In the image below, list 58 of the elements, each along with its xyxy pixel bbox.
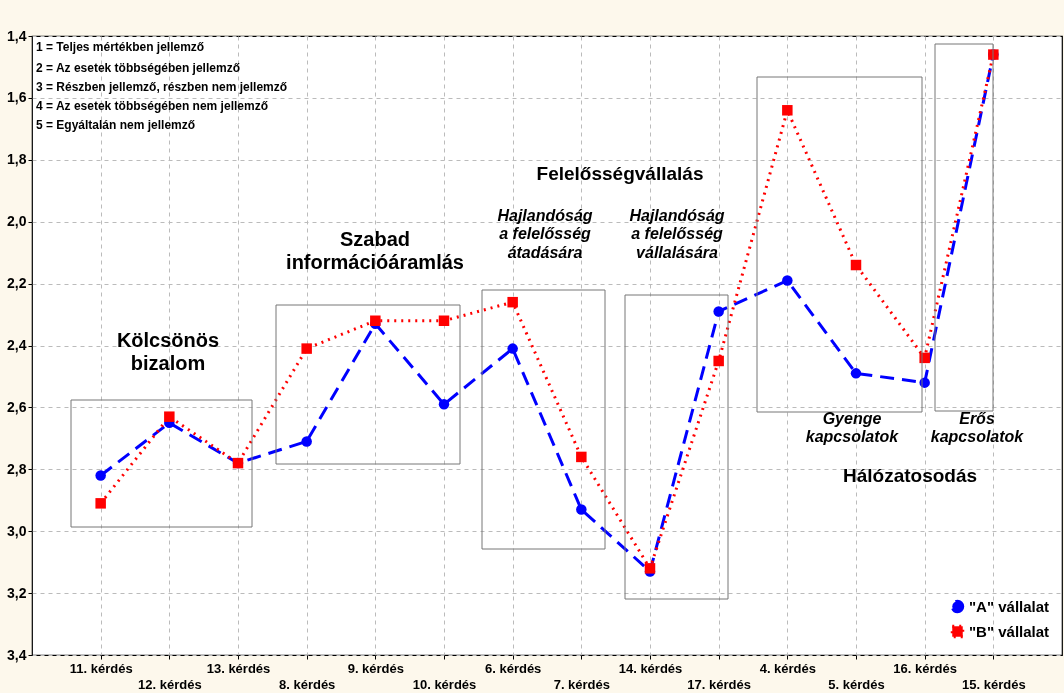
annotation: Erős kapcsolatok [930,410,1025,446]
point [782,105,793,116]
annotation: Szabad információáramlás [286,228,464,273]
y-tick-label: 3,0 [7,522,27,539]
annotation: Gyenge kapcsolatok [805,410,900,446]
point [370,315,381,326]
x-tick-label: 8. kérdés [278,676,336,692]
y-tick-label: 1,4 [7,27,27,44]
x-tick-label: 13. kérdés [206,660,271,676]
y-tick-label: 1,8 [7,151,27,168]
annotation: Kölcsönös bizalom [116,329,220,374]
point [438,315,450,326]
x-tick-label: 6. kérdés [484,660,542,676]
x-tick-label: 16. kérdés [893,660,957,676]
point [438,399,450,410]
point [576,451,587,463]
point [95,470,106,481]
y-tick-label: 2,8 [7,460,27,477]
annotation: 2 = Az esetek többségében jellemző [36,61,240,75]
point [782,275,793,286]
legend-label: "A" vállalat [969,597,1050,615]
y-tick-label: 3,4 [7,646,27,663]
x-tick-label: 15. kérdés [962,676,1026,692]
x-tick-label: 14. kérdés [618,660,683,676]
y-tick-label: 2,4 [7,337,27,353]
annotation: Hálózatosodás [842,465,978,486]
y-tick-label: 3,2 [7,584,27,601]
point [507,296,518,308]
point [713,306,724,317]
y-tick-label: 2,0 [7,213,27,230]
annotation: Felelősségvállalás [536,163,704,184]
y-tick-label: 2,6 [7,398,27,415]
x-tick-label: 11. kérdés [69,660,133,676]
x-tick-label: 17. kérdés [687,676,751,692]
annotation: Hajlandóság a felelősség vállalására [629,207,725,261]
x-tick-label: 9. kérdés [347,660,405,676]
annotation: 4 = Az esetek többségében nem jellemző [36,99,268,113]
y-tick-label: 2,2 [7,275,27,292]
point [301,343,312,354]
point [301,436,312,447]
x-tick-label: 12. kérdés [138,676,202,692]
annotation: 5 = Egyáltalán nem jellemző [36,118,196,132]
annotation: Hajlandóság a felelősség átadására [497,207,593,261]
annotation: 1 = Teljes mértékben jellemző [36,40,205,54]
point [95,498,106,509]
x-tick-label: 10. kérdés [412,676,477,692]
point [850,259,862,271]
point [713,355,724,367]
point [507,343,518,354]
x-tick-label: 5. kérdés [828,676,885,692]
legend-label: "B" vállalat [969,622,1050,640]
annotation: 3 = Részben jellemző, részben nem jellemző [36,80,288,94]
point [576,504,587,515]
point [850,368,862,379]
x-tick-label: 7. kérdés [553,676,611,692]
y-tick-label: 1,6 [7,89,27,106]
point [164,411,175,422]
x-tick-label: 4. kérdés [759,660,817,676]
